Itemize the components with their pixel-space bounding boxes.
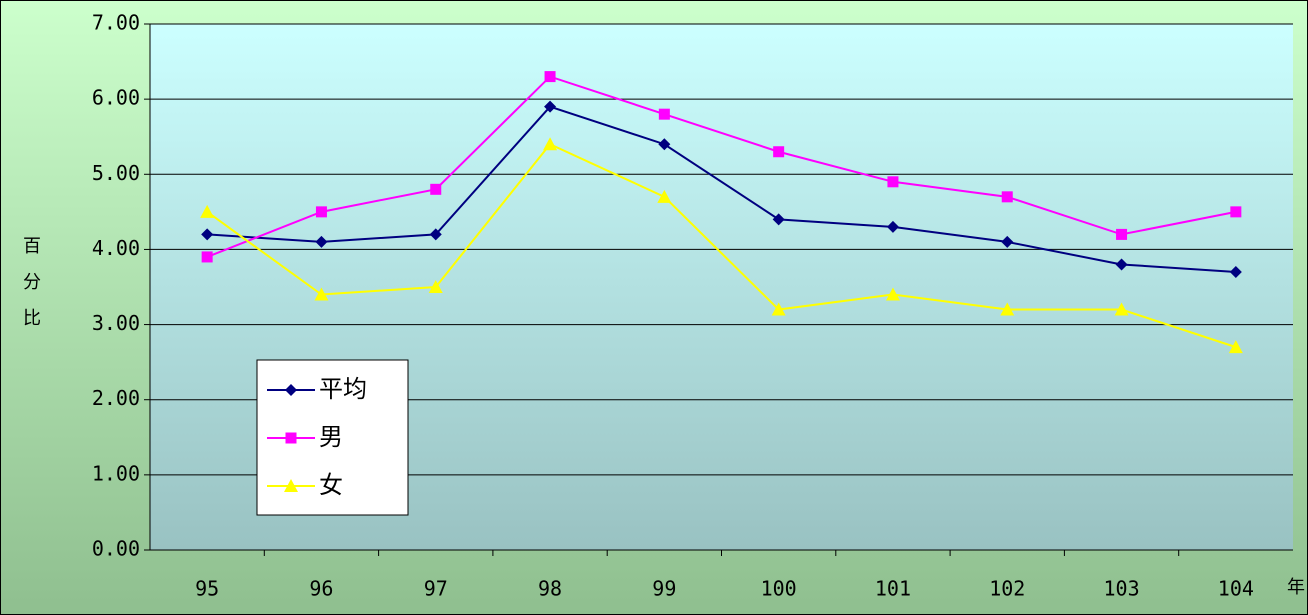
legend-label: 男 [319,423,343,451]
marker [315,206,327,218]
x-tick-label: 97 [424,577,448,601]
y-tick-label: 7.00 [92,11,140,35]
marker [1001,235,1014,248]
marker [658,108,670,120]
marker [314,287,329,301]
legend-label: 女 [319,471,343,499]
y-tick-label: 1.00 [92,461,140,485]
series-line [206,142,1237,349]
marker [284,479,298,492]
marker [544,71,556,83]
marker [1001,191,1013,203]
marker [1000,302,1015,316]
marker [543,137,558,151]
marker [429,228,442,241]
y-tick-label: 0.00 [92,537,140,561]
marker [658,138,671,151]
marker [771,302,786,316]
marker [285,384,297,396]
x-tick-label: 99 [652,577,676,601]
marker [315,235,328,248]
series-line [207,105,1236,273]
marker [201,228,214,241]
marker [1114,302,1129,316]
marker [428,280,443,293]
marker [657,189,672,203]
marker [285,432,297,444]
marker [1230,206,1242,218]
x-tick-label: 96 [309,577,333,601]
y-axis-label: 百分比 [20,236,41,344]
x-tick-label: 103 [1103,577,1139,601]
marker [1115,258,1128,271]
x-axis-label: 年 [1287,577,1305,598]
marker [886,220,899,233]
marker [773,146,785,158]
x-tick-label: 95 [195,577,219,601]
marker [201,251,213,263]
marker [772,213,785,226]
x-tick-label: 101 [875,577,911,601]
x-tick-label: 98 [538,577,562,601]
x-tick-label: 104 [1218,577,1254,601]
marker [1228,340,1243,354]
y-tick-label: 2.00 [92,386,140,410]
y-tick-label: 5.00 [92,161,140,185]
y-tick-label: 6.00 [92,86,140,110]
marker [887,176,899,188]
marker [430,183,442,195]
marker [1229,265,1242,278]
marker [885,287,900,301]
marker [1116,228,1128,240]
series-line [206,75,1237,258]
x-tick-label: 102 [989,577,1025,601]
y-tick-label: 3.00 [92,311,140,335]
y-tick-label: 4.00 [92,236,140,260]
legend-label: 平均 [319,375,367,403]
marker [544,100,557,113]
x-tick-label: 100 [761,577,797,601]
marker [200,204,215,218]
